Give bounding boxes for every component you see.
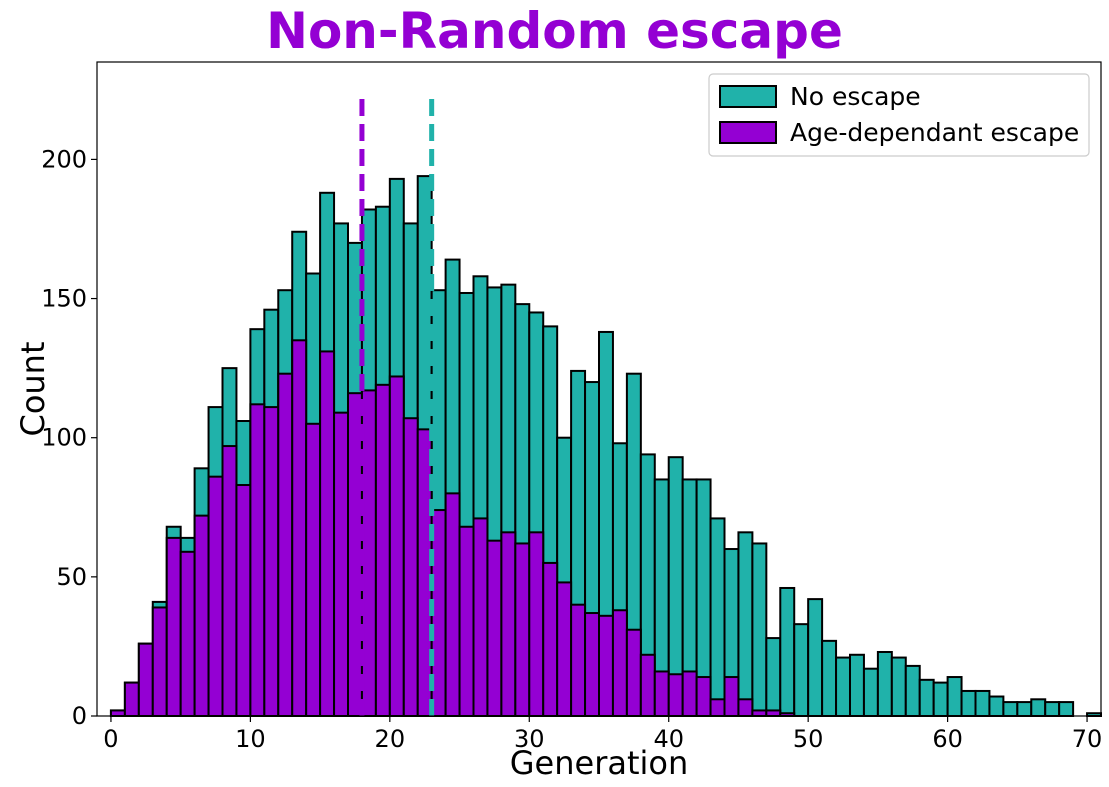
bar-age-dependant-22: [416, 428, 433, 717]
bar-age-dependant-6: [193, 514, 210, 718]
bar-no-escape-57: [904, 664, 921, 717]
bar-age-dependant-31: [542, 561, 559, 717]
bar-age-dependant-10: [249, 403, 266, 717]
y-tick-label-200: 200: [41, 145, 87, 173]
bar-age-dependant-12: [277, 372, 294, 717]
bar-no-escape-45: [737, 531, 754, 718]
x-tick-label-40: 40: [653, 725, 684, 753]
bar-no-escape-53: [849, 653, 865, 718]
x-tick-label-70: 70: [1072, 725, 1103, 753]
bar-no-escape-49: [793, 623, 810, 717]
x-tick-label-30: 30: [514, 725, 545, 753]
bar-age-dependant-0: [109, 709, 126, 717]
bar-age-dependant-8: [221, 445, 238, 717]
bar-age-dependant-21: [402, 417, 419, 717]
chart-title: Non-Random escape: [266, 2, 843, 60]
bar-no-escape-47: [765, 637, 782, 717]
bar-no-escape-56: [890, 656, 907, 717]
bar-no-escape-46: [751, 542, 768, 717]
bar-age-dependant-29: [514, 542, 531, 717]
legend-swatch-no-escape: [719, 85, 777, 108]
bar-age-dependant-28: [500, 531, 517, 718]
y-axis-label: Count: [14, 341, 52, 436]
bar-no-escape-48: [779, 586, 796, 717]
bar-age-dependant-11: [263, 406, 280, 717]
legend-swatch-age-dependant: [719, 121, 777, 144]
bar-age-dependant-33: [570, 603, 587, 717]
bar-age-dependant-47: [765, 709, 782, 717]
bar-age-dependant-44: [723, 676, 740, 717]
bar-age-dependant-3: [151, 606, 168, 717]
bar-age-dependant-39: [653, 670, 670, 718]
bar-no-escape-64: [1002, 701, 1019, 717]
bar-no-escape-63: [988, 695, 1005, 718]
y-tick-label-0: 0: [72, 702, 87, 730]
legend-box: [708, 73, 1090, 157]
bar-age-dependant-13: [291, 339, 308, 717]
x-tick-label-60: 60: [932, 725, 963, 753]
bar-age-dependant-45: [737, 698, 754, 717]
y-tick-label-100: 100: [41, 424, 87, 452]
bar-age-dependant-46: [751, 709, 768, 717]
y-tick-label-50: 50: [56, 563, 87, 591]
bar-age-dependant-16: [333, 411, 349, 717]
x-tick-label-10: 10: [235, 725, 266, 753]
bar-no-escape-65: [1016, 701, 1033, 717]
bar-age-dependant-36: [611, 609, 628, 718]
bar-age-dependant-20: [388, 375, 405, 717]
bar-age-dependant-15: [319, 350, 336, 717]
bar-no-escape-58: [918, 678, 935, 718]
x-tick-label-50: 50: [793, 725, 824, 753]
bar-no-escape-68: [1058, 701, 1075, 717]
bar-age-dependant-40: [667, 673, 684, 717]
bar-age-dependant-7: [207, 475, 224, 717]
bar-no-escape-54: [862, 667, 879, 718]
bar-no-escape-59: [932, 681, 949, 717]
bar-no-escape-51: [821, 639, 838, 717]
legend-label-no-escape: No escape: [790, 82, 921, 111]
bar-age-dependant-25: [458, 525, 475, 717]
bar-age-dependant-24: [444, 492, 461, 717]
bar-age-dependant-37: [625, 628, 642, 717]
bar-age-dependant-4: [165, 536, 182, 717]
bar-no-escape-60: [946, 676, 963, 717]
bar-age-dependant-27: [486, 539, 503, 718]
bar-age-dependant-38: [639, 653, 656, 718]
legend-label-age-dependant: Age-dependant escape: [790, 118, 1079, 147]
bar-age-dependant-32: [556, 581, 573, 717]
x-axis-label: Generation: [510, 744, 689, 782]
bar-no-escape-50: [807, 598, 824, 717]
bar-age-dependant-42: [695, 676, 712, 717]
bar-age-dependant-41: [681, 670, 698, 718]
bar-age-dependant-2: [137, 642, 154, 718]
bar-no-escape-61: [960, 689, 977, 717]
bar-age-dependant-19: [374, 383, 391, 717]
bar-age-dependant-30: [528, 531, 545, 718]
bar-no-escape-52: [835, 656, 851, 717]
bar-age-dependant-34: [584, 612, 600, 717]
bar-age-dependant-9: [235, 484, 252, 717]
bar-no-escape-67: [1044, 701, 1061, 717]
y-tick-label-150: 150: [41, 285, 87, 313]
x-tick-label-0: 0: [103, 725, 118, 753]
bar-no-escape-62: [974, 689, 991, 717]
bar-no-escape-43: [709, 517, 726, 717]
bar-age-dependant-35: [598, 614, 614, 717]
bar-no-escape-55: [876, 650, 893, 718]
bar-no-escape-66: [1030, 698, 1047, 717]
bar-age-dependant-14: [305, 422, 322, 717]
bar-age-dependant-1: [123, 681, 140, 717]
bar-age-dependant-26: [472, 517, 489, 717]
plot-frame: [96, 61, 1102, 717]
bar-age-dependant-5: [179, 550, 196, 717]
bar-age-dependant-43: [709, 698, 726, 717]
x-tick-label-20: 20: [375, 725, 406, 753]
